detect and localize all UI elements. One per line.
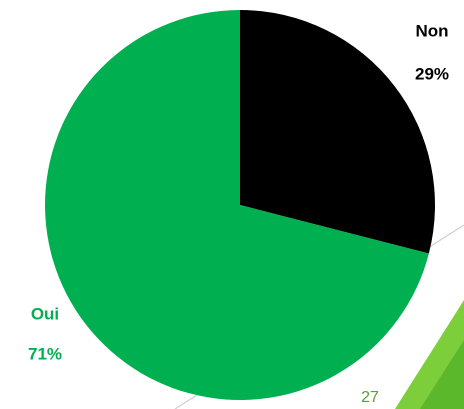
slice-category-label: Oui xyxy=(31,304,59,323)
decor-triangle xyxy=(420,340,464,409)
page-number: 27 xyxy=(361,389,379,406)
pie-slice xyxy=(240,10,436,254)
pie-slice xyxy=(45,10,429,401)
slice-value-label: 71% xyxy=(28,344,62,363)
pie xyxy=(45,10,436,401)
slice-value-label: 29% xyxy=(415,64,449,83)
slice-category-label: Non xyxy=(415,21,448,40)
